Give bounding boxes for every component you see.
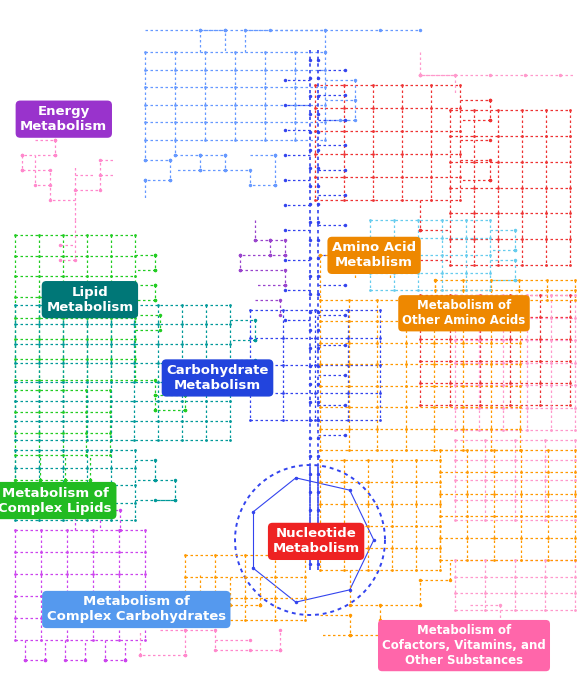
Text: Amino Acid
Metablism: Amino Acid Metablism (332, 241, 416, 270)
Text: Nucleotide
Metabolism: Nucleotide Metabolism (273, 527, 360, 556)
Text: Metabolism of
Other Amino Acids: Metabolism of Other Amino Acids (403, 299, 525, 328)
Text: Carbohydrate
Metabolism: Carbohydrate Metabolism (166, 364, 269, 392)
Text: Energy
Metabolism: Energy Metabolism (20, 105, 107, 133)
Text: Lipid
Metabolism: Lipid Metabolism (46, 285, 133, 314)
Text: Metabolism of
Cofactors, Vitamins, and
Other Substances: Metabolism of Cofactors, Vitamins, and O… (382, 624, 546, 667)
Text: Metabolism of
Complex Lipids: Metabolism of Complex Lipids (0, 486, 112, 515)
Text: Metabolism of
Complex Carbohydrates: Metabolism of Complex Carbohydrates (47, 595, 226, 624)
